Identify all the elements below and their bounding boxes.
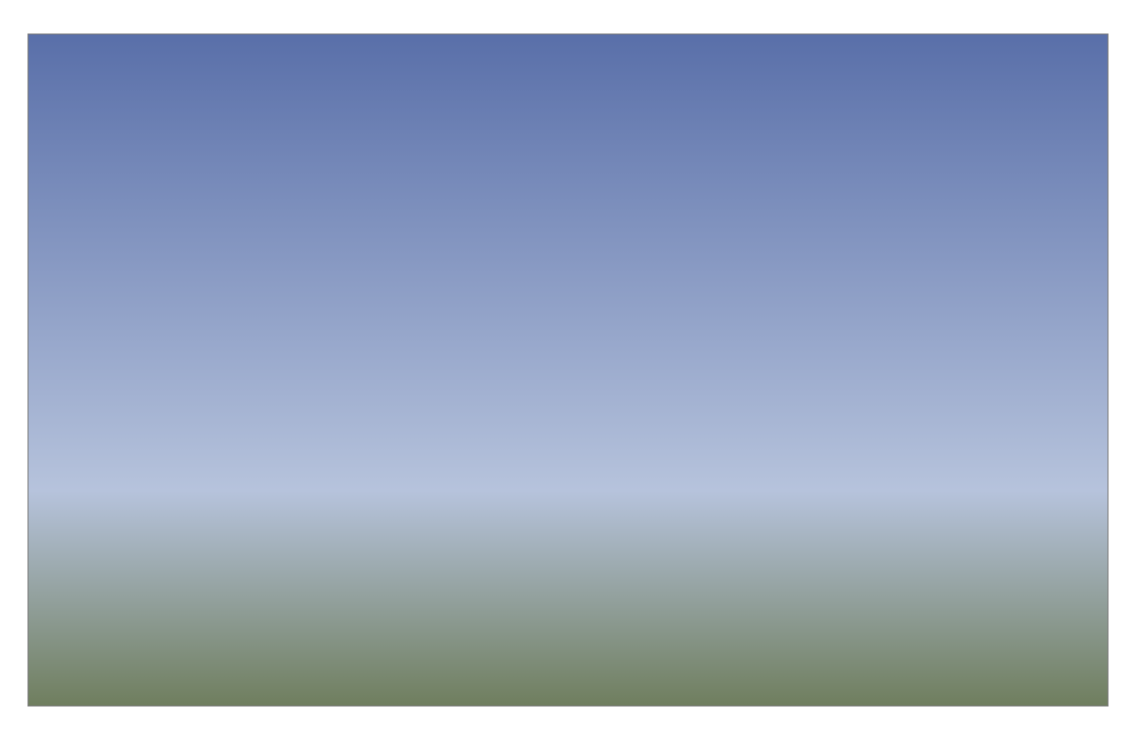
dual-axis-line-chart xyxy=(0,0,1133,732)
plot-area xyxy=(28,34,1108,706)
